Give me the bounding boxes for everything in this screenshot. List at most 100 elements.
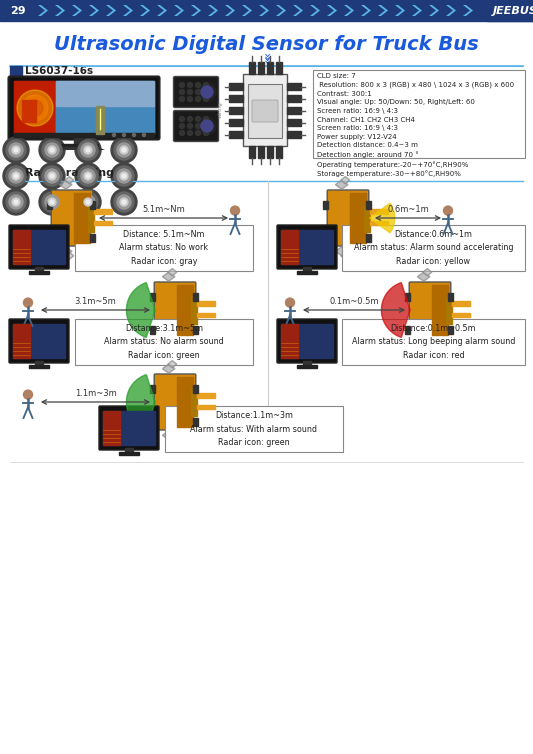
Bar [197,313,215,317]
Polygon shape [344,5,354,16]
Circle shape [84,198,92,206]
FancyBboxPatch shape [277,225,337,269]
Circle shape [84,146,92,154]
Circle shape [78,166,98,186]
Text: JEEBUS®: JEEBUS® [493,5,533,16]
Polygon shape [163,339,175,348]
Bar [258,146,264,158]
Bar [267,146,273,158]
Circle shape [75,137,101,163]
Bar [193,418,198,426]
Bar [75,319,253,365]
Polygon shape [429,5,439,16]
Bar [150,326,155,334]
Text: 0.6m~1m: 0.6m~1m [387,205,429,214]
Bar [281,324,298,358]
Bar [13,324,30,358]
Bar [90,234,95,242]
Text: »: » [260,57,272,65]
Bar [90,201,95,210]
Bar [56,106,154,134]
Bar [193,293,198,302]
Circle shape [3,137,29,163]
Bar [451,301,470,305]
Polygon shape [293,5,303,16]
Polygon shape [123,5,133,16]
Text: Distance:3.1m~5m
Alarm status: No alarm sound
Radar icon: green: Distance:3.1m~5m Alarm status: No alarm … [104,323,224,360]
Bar [451,313,470,317]
Bar [287,131,301,138]
Bar [303,267,311,272]
Circle shape [78,140,98,160]
Polygon shape [106,5,116,16]
Polygon shape [191,5,201,16]
Bar [14,133,154,137]
Bar [249,62,255,74]
FancyBboxPatch shape [174,76,219,108]
Circle shape [188,82,192,87]
Polygon shape [208,5,218,16]
Text: CLD size: 7
 Resolution: 800 x 3 (RGB) x 480 \ 1024 x 3 (RGB) x 600
Contrast: 30: CLD size: 7 Resolution: 800 x 3 (RGB) x … [317,73,514,177]
Polygon shape [423,268,432,276]
Circle shape [39,137,65,163]
Polygon shape [65,252,74,259]
Bar [94,221,111,225]
Bar [150,385,155,394]
Circle shape [42,166,62,186]
Polygon shape [327,5,337,16]
Bar [177,377,193,428]
FancyBboxPatch shape [174,111,219,142]
Bar [177,285,193,336]
Circle shape [188,97,192,102]
Circle shape [14,148,18,152]
Bar [150,293,155,302]
Circle shape [27,100,43,116]
FancyBboxPatch shape [154,374,196,430]
Circle shape [111,189,137,215]
Bar [10,169,22,178]
Polygon shape [395,5,405,16]
Circle shape [42,140,62,160]
Circle shape [48,198,56,206]
Bar [197,405,215,409]
Polygon shape [163,364,175,373]
Bar [243,74,287,146]
Bar [14,81,56,134]
Bar [56,81,154,106]
Bar [229,83,243,90]
Bar [119,452,139,455]
Bar [165,406,343,452]
Circle shape [114,166,134,186]
Text: 1.1m~3m: 1.1m~3m [75,389,116,398]
Bar [75,225,253,271]
Bar [248,84,282,138]
Bar [487,0,533,21]
Bar [191,296,197,323]
Circle shape [188,130,192,136]
Circle shape [12,146,20,154]
Bar [229,95,243,102]
Bar [249,146,255,158]
Bar [287,95,301,102]
Circle shape [201,120,213,132]
Bar [405,293,410,302]
Text: 29: 29 [10,5,26,16]
Circle shape [204,117,208,121]
Bar [350,193,366,244]
Circle shape [133,133,135,136]
Polygon shape [174,5,184,16]
Circle shape [111,163,137,189]
Bar [276,62,282,74]
Bar [10,66,22,75]
Circle shape [204,90,208,94]
Bar [369,209,387,213]
Bar [103,411,120,445]
Text: Ultrasonic Digital Sensor for Truck Bus: Ultrasonic Digital Sensor for Truck Bus [54,35,479,54]
Circle shape [42,192,62,212]
Circle shape [196,97,200,102]
Text: wiring: wiring [218,102,223,118]
Circle shape [180,130,184,136]
Bar [229,107,243,114]
Circle shape [180,117,184,121]
Circle shape [117,195,131,209]
